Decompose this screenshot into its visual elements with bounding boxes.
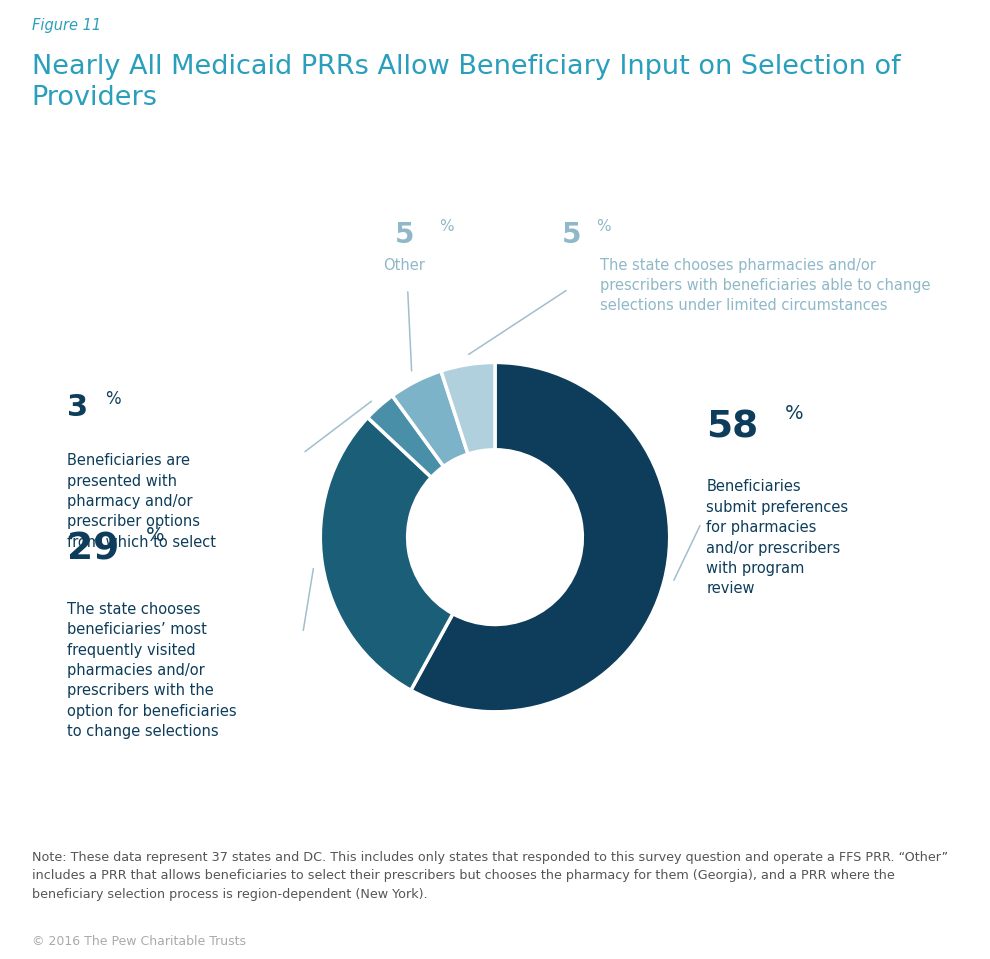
Text: Beneficiaries
submit preferences
for pharmacies
and/or prescribers
with program
: Beneficiaries submit preferences for pha…	[707, 480, 848, 596]
Text: The state chooses pharmacies and/or
prescribers with beneficiaries able to chang: The state chooses pharmacies and/or pres…	[600, 258, 931, 314]
Text: 5: 5	[561, 221, 581, 249]
Text: The state chooses
beneficiaries’ most
frequently visited
pharmacies and/or
presc: The state chooses beneficiaries’ most fr…	[67, 602, 237, 739]
Wedge shape	[321, 417, 452, 690]
Wedge shape	[367, 396, 444, 478]
Text: Nearly All Medicaid PRRs Allow Beneficiary Input on Selection of
Providers: Nearly All Medicaid PRRs Allow Beneficia…	[32, 54, 900, 110]
Text: 3: 3	[67, 393, 88, 422]
Text: 5: 5	[394, 221, 414, 249]
Text: Figure 11: Figure 11	[32, 18, 101, 34]
Text: © 2016 The Pew Charitable Trusts: © 2016 The Pew Charitable Trusts	[32, 935, 246, 948]
Text: 58: 58	[707, 409, 758, 445]
Wedge shape	[411, 363, 669, 712]
Text: 29: 29	[67, 531, 119, 568]
Wedge shape	[392, 371, 468, 466]
Text: Beneficiaries are
presented with
pharmacy and/or
prescriber options
from which t: Beneficiaries are presented with pharmac…	[67, 454, 216, 550]
Text: %: %	[785, 404, 804, 423]
Wedge shape	[441, 363, 495, 454]
Text: Note: These data represent 37 states and DC. This includes only states that resp: Note: These data represent 37 states and…	[32, 851, 947, 901]
Text: %: %	[146, 526, 164, 545]
Text: %: %	[105, 390, 121, 409]
Text: %: %	[440, 219, 453, 234]
Text: %: %	[596, 219, 611, 234]
Text: Other: Other	[383, 258, 425, 272]
